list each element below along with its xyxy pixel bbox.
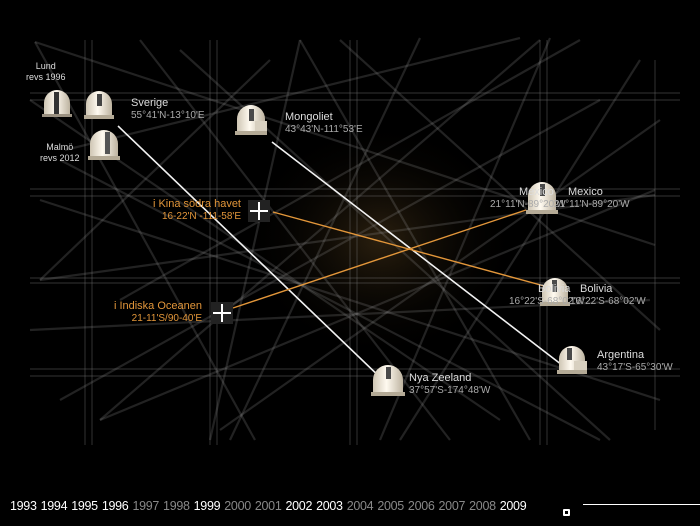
year-1997[interactable]: 1997	[132, 499, 160, 513]
year-2002[interactable]: 2002	[285, 499, 313, 513]
argentina-coord: 43°17'S-65°30'W	[597, 362, 673, 373]
bolivia-b-coord: 16°22'S-68°02'W	[570, 296, 646, 307]
label-bolivia-a: Bolivia 16°22'S-68°02'W	[509, 283, 585, 308]
label-nyazeeland: Nya Zeeland 37°57'S-174°48'W	[409, 372, 490, 397]
mongoliet-name: Mongoliet	[285, 111, 333, 123]
mexico-a-name: Mexico	[519, 186, 554, 198]
observatory-dome-icon-nyazeeland[interactable]	[371, 364, 405, 396]
crosshair-icon-indiska[interactable]	[211, 302, 233, 324]
year-2004[interactable]: 2004	[346, 499, 374, 513]
year-1998[interactable]: 1998	[163, 499, 190, 513]
year-1994[interactable]: 1994	[40, 499, 68, 513]
year-1993[interactable]: 1993	[10, 499, 37, 513]
label-sverige: Sverige 55°41'N-13°10'E	[131, 97, 205, 122]
observatory-dome-icon-mongoliet[interactable]	[235, 103, 267, 135]
malmo-note: revs 2012	[40, 153, 80, 163]
mexico-b-name: Mexico	[568, 186, 603, 198]
observatory-dome-icon-lund[interactable]	[42, 89, 72, 117]
sverige-coord: 55°41'N-13°10'E	[131, 110, 205, 121]
indiska-name: i Indiska Oceanen	[113, 300, 202, 312]
mongoliet-coord: 43°43'N-111°53'E	[285, 124, 363, 135]
observatory-dome-icon-argentina[interactable]	[557, 344, 587, 374]
crosshair-icon-kina[interactable]	[248, 200, 270, 222]
center-glow	[240, 120, 520, 360]
lund-name: Lund	[35, 61, 56, 71]
year-1996[interactable]: 1996	[101, 499, 129, 513]
label-argentina: Argentina 43°17'S-65°30'W	[597, 349, 673, 374]
year-2001[interactable]: 2001	[254, 499, 282, 513]
year-2003[interactable]: 2003	[316, 499, 343, 513]
label-kina: i Kina södra havet 16-22'N -111-58'E	[140, 198, 241, 223]
label-mexico-b: Mexico 21°11'N-89°20'W	[554, 186, 630, 211]
label-malmo: Malmö revs 2012	[40, 142, 80, 164]
year-2008[interactable]: 2008	[469, 499, 496, 513]
nyazeeland-coord: 37°57'S-174°48'W	[409, 385, 491, 396]
observatory-dome-icon-malmo[interactable]	[88, 128, 120, 160]
year-2009[interactable]: 2009	[499, 499, 527, 513]
kina-name: i Kina södra havet	[152, 198, 241, 210]
nyazeeland-name: Nya Zeeland	[409, 372, 472, 384]
sverige-name: Sverige	[131, 97, 169, 109]
label-mexico-a: Mexico 21°11'N-89°20'W	[490, 186, 566, 211]
mexico-b-coord: 21°11'N-89°20'W	[554, 199, 630, 210]
year-2000[interactable]: 2000	[224, 499, 251, 513]
connection-lines	[117, 125, 563, 383]
label-indiska: i Indiska Oceanen 21-11'S/90-40'E	[98, 300, 202, 325]
bolivia-a-name: Bolivia	[538, 283, 571, 295]
bolivia-a-coord: 16°22'S-68°02'W	[509, 296, 585, 307]
label-bolivia-b: Bolivia 16°22'S-68°02'W	[570, 283, 646, 308]
observatory-dome-icon-bolivia[interactable]	[540, 276, 570, 306]
year-timeline: 1993 1994 1995 1996 1997 1998 1999 2000 2001 2002…	[10, 496, 530, 516]
year-2005[interactable]: 2005	[377, 499, 404, 513]
label-mongoliet: Mongoliet 43°43'N-111°53'E	[285, 111, 363, 136]
year-2006[interactable]: 2006	[407, 499, 435, 513]
grid-lines	[30, 40, 680, 445]
label-lund: Lund revs 1996	[26, 61, 66, 83]
mexico-a-coord: 21°11'N-89°20'W	[490, 199, 566, 210]
timeline-track	[583, 504, 700, 505]
lund-note: revs 1996	[26, 72, 66, 82]
year-1999[interactable]: 1999	[193, 499, 221, 513]
kina-coord: 16-22'N -111-58'E	[161, 211, 241, 222]
argentina-name: Argentina	[597, 349, 645, 361]
observatory-dome-icon-mexico[interactable]	[526, 180, 558, 214]
year-2007[interactable]: 2007	[438, 499, 466, 513]
bolivia-b-name: Bolivia	[580, 283, 613, 295]
indiska-coord: 21-11'S/90-40'E	[131, 313, 202, 324]
year-1995[interactable]: 1995	[71, 499, 98, 513]
timeline-handle[interactable]	[563, 509, 570, 516]
malmo-name: Malmö	[46, 142, 74, 152]
observatory-dome-icon-sverige[interactable]	[84, 89, 114, 119]
